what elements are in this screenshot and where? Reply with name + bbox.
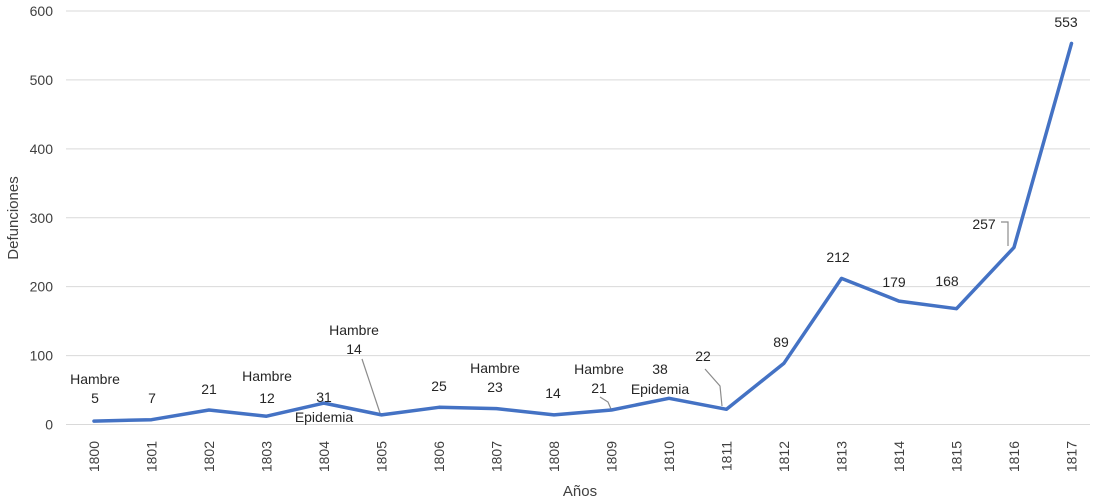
annotation-label: Hambre bbox=[574, 361, 624, 377]
x-axis-title: Años bbox=[563, 483, 597, 500]
data-label: 7 bbox=[148, 390, 156, 406]
data-label: 168 bbox=[935, 273, 959, 289]
x-tick-label: 1807 bbox=[489, 441, 505, 472]
data-label: 12 bbox=[259, 390, 275, 406]
leader-line bbox=[361, 358, 381, 414]
data-label: 21 bbox=[201, 381, 217, 397]
series-line bbox=[92, 41, 1074, 423]
x-tick-label: 1802 bbox=[201, 441, 217, 472]
x-tick-label: 1803 bbox=[259, 441, 275, 472]
leader-line bbox=[704, 368, 723, 407]
y-tick-label: 600 bbox=[30, 3, 54, 19]
annotation-label: Epidemia bbox=[631, 381, 690, 397]
annotation-label: Hambre bbox=[70, 371, 120, 387]
x-tick-label: 1810 bbox=[661, 441, 677, 472]
x-tick-label: 1814 bbox=[891, 441, 907, 472]
x-tick-label: 1801 bbox=[144, 441, 160, 472]
leader-lines bbox=[361, 221, 1009, 414]
data-label: 25 bbox=[431, 378, 447, 394]
data-label: 22 bbox=[695, 348, 711, 364]
annotations: Hambre Hambre Epidemia Hambre Hambre Hambre Ep… bbox=[70, 322, 689, 425]
x-tick-label: 1813 bbox=[834, 441, 850, 472]
x-tick-label: 1815 bbox=[949, 441, 965, 472]
data-label: 257 bbox=[972, 216, 996, 232]
x-tick-label: 1817 bbox=[1064, 441, 1080, 472]
gridlines bbox=[66, 10, 1090, 425]
data-label: 553 bbox=[1054, 14, 1078, 30]
x-tick-label: 1805 bbox=[374, 441, 390, 472]
annotation-label: Epidemia bbox=[295, 409, 354, 425]
data-label: 21 bbox=[591, 380, 607, 396]
x-tick-label: 1816 bbox=[1006, 441, 1022, 472]
x-tick-label: 1811 bbox=[719, 441, 735, 471]
data-label: 14 bbox=[346, 341, 362, 357]
data-label: 31 bbox=[316, 389, 332, 405]
data-label: 179 bbox=[882, 274, 906, 290]
y-tick-labels: 0 100 200 300 400 500 600 bbox=[30, 3, 54, 433]
y-tick-label: 100 bbox=[30, 348, 54, 364]
annotation-label: Hambre bbox=[242, 368, 292, 384]
data-label: 38 bbox=[652, 361, 668, 377]
data-label: 14 bbox=[545, 385, 561, 401]
x-tick-label: 1806 bbox=[431, 441, 447, 472]
y-tick-label: 300 bbox=[30, 210, 54, 226]
x-tick-label: 1800 bbox=[86, 441, 102, 472]
data-label: 89 bbox=[773, 334, 789, 350]
data-labels: 5 7 21 12 31 14 25 23 14 21 38 22 89 212 179 168 257 553 bbox=[91, 14, 1078, 406]
x-tick-label: 1812 bbox=[776, 441, 792, 472]
y-tick-label: 500 bbox=[30, 72, 54, 88]
annotation-label: Hambre bbox=[329, 322, 379, 338]
x-tick-label: 1809 bbox=[604, 441, 620, 472]
data-label: 5 bbox=[91, 390, 99, 406]
leader-line bbox=[1001, 221, 1009, 246]
y-tick-label: 200 bbox=[30, 279, 54, 295]
data-label: 212 bbox=[826, 249, 850, 265]
y-tick-label: 0 bbox=[45, 417, 53, 433]
leader-line bbox=[599, 396, 612, 410]
annotation-label: Hambre bbox=[470, 360, 520, 376]
x-tick-label: 1804 bbox=[316, 441, 332, 472]
x-tick-label: 1808 bbox=[546, 441, 562, 472]
data-label: 23 bbox=[487, 379, 503, 395]
x-tick-labels: 1800 1801 1802 1803 1804 1805 1806 1807 1808 1809… bbox=[86, 441, 1080, 472]
y-tick-label: 400 bbox=[30, 141, 54, 157]
y-axis-title: Defunciones bbox=[5, 176, 22, 259]
